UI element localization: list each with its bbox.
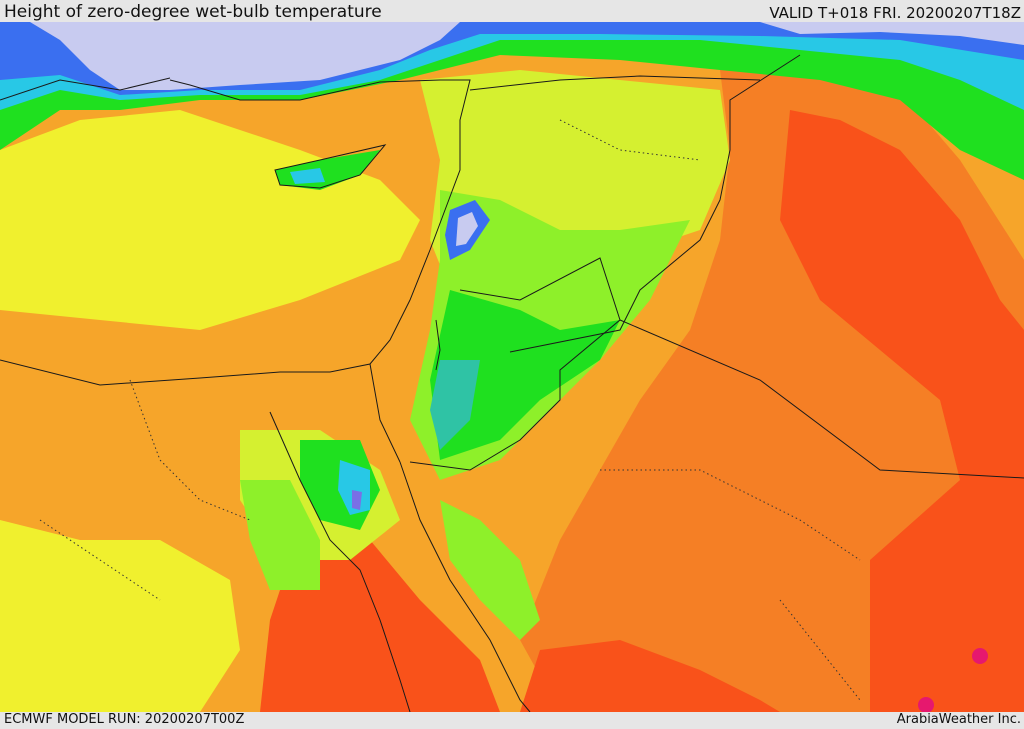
field-green-east-africa bbox=[240, 480, 320, 590]
model-run: ECMWF MODEL RUN: 20200207T00Z bbox=[4, 712, 245, 727]
field-green-jordan bbox=[430, 290, 620, 460]
field-red-south-east bbox=[520, 640, 780, 712]
internal-border-1 bbox=[129, 379, 251, 521]
coast-gulf-suez bbox=[369, 363, 401, 463]
coastlines bbox=[0, 54, 1024, 712]
internal-borders bbox=[39, 119, 861, 701]
map-title: Height of zero-degree wet-bulb temperatu… bbox=[4, 2, 382, 22]
border-jordan-saudi bbox=[409, 319, 1024, 479]
internal-border-4 bbox=[39, 519, 161, 601]
footer-bar: ECMWF MODEL RUN: 20200207T00Z ArabiaWeat… bbox=[0, 712, 1024, 729]
border-turkey-syria bbox=[469, 75, 761, 91]
coast-mediterranean bbox=[0, 79, 471, 386]
coast-red-sea-east bbox=[399, 461, 531, 712]
credit: ArabiaWeather Inc. bbox=[896, 712, 1021, 727]
wet-bulb-map bbox=[0, 22, 1024, 712]
header-bar: Height of zero-degree wet-bulb temperatu… bbox=[0, 0, 1024, 22]
field-lavender-north bbox=[30, 22, 460, 90]
internal-border-3 bbox=[600, 469, 861, 561]
field-green-red-sea-coast bbox=[440, 500, 540, 640]
internal-border-5 bbox=[779, 599, 861, 701]
field-cyprus-cyan bbox=[290, 168, 325, 184]
field-magenta-spot-1 bbox=[972, 648, 988, 664]
field-teal-jordan bbox=[430, 360, 480, 450]
coast-turkey bbox=[0, 77, 171, 101]
field-yellow-sw bbox=[0, 520, 240, 712]
valid-time: VALID T+018 FRI. 20200207T18Z bbox=[769, 4, 1021, 22]
coast-cyprus bbox=[274, 144, 387, 189]
border-iraq bbox=[509, 54, 801, 353]
field-magenta-spot-2 bbox=[918, 697, 934, 712]
field-lavender-lebanon bbox=[456, 212, 478, 246]
field-lavender-ne bbox=[760, 22, 1024, 45]
border-syria bbox=[459, 257, 621, 321]
field-red-east bbox=[780, 110, 1024, 712]
coast-red-sea-west bbox=[269, 411, 411, 712]
field-cyan-sinai bbox=[338, 460, 370, 515]
coast-dead-sea bbox=[435, 319, 441, 371]
field-blue-sinai bbox=[352, 490, 362, 510]
